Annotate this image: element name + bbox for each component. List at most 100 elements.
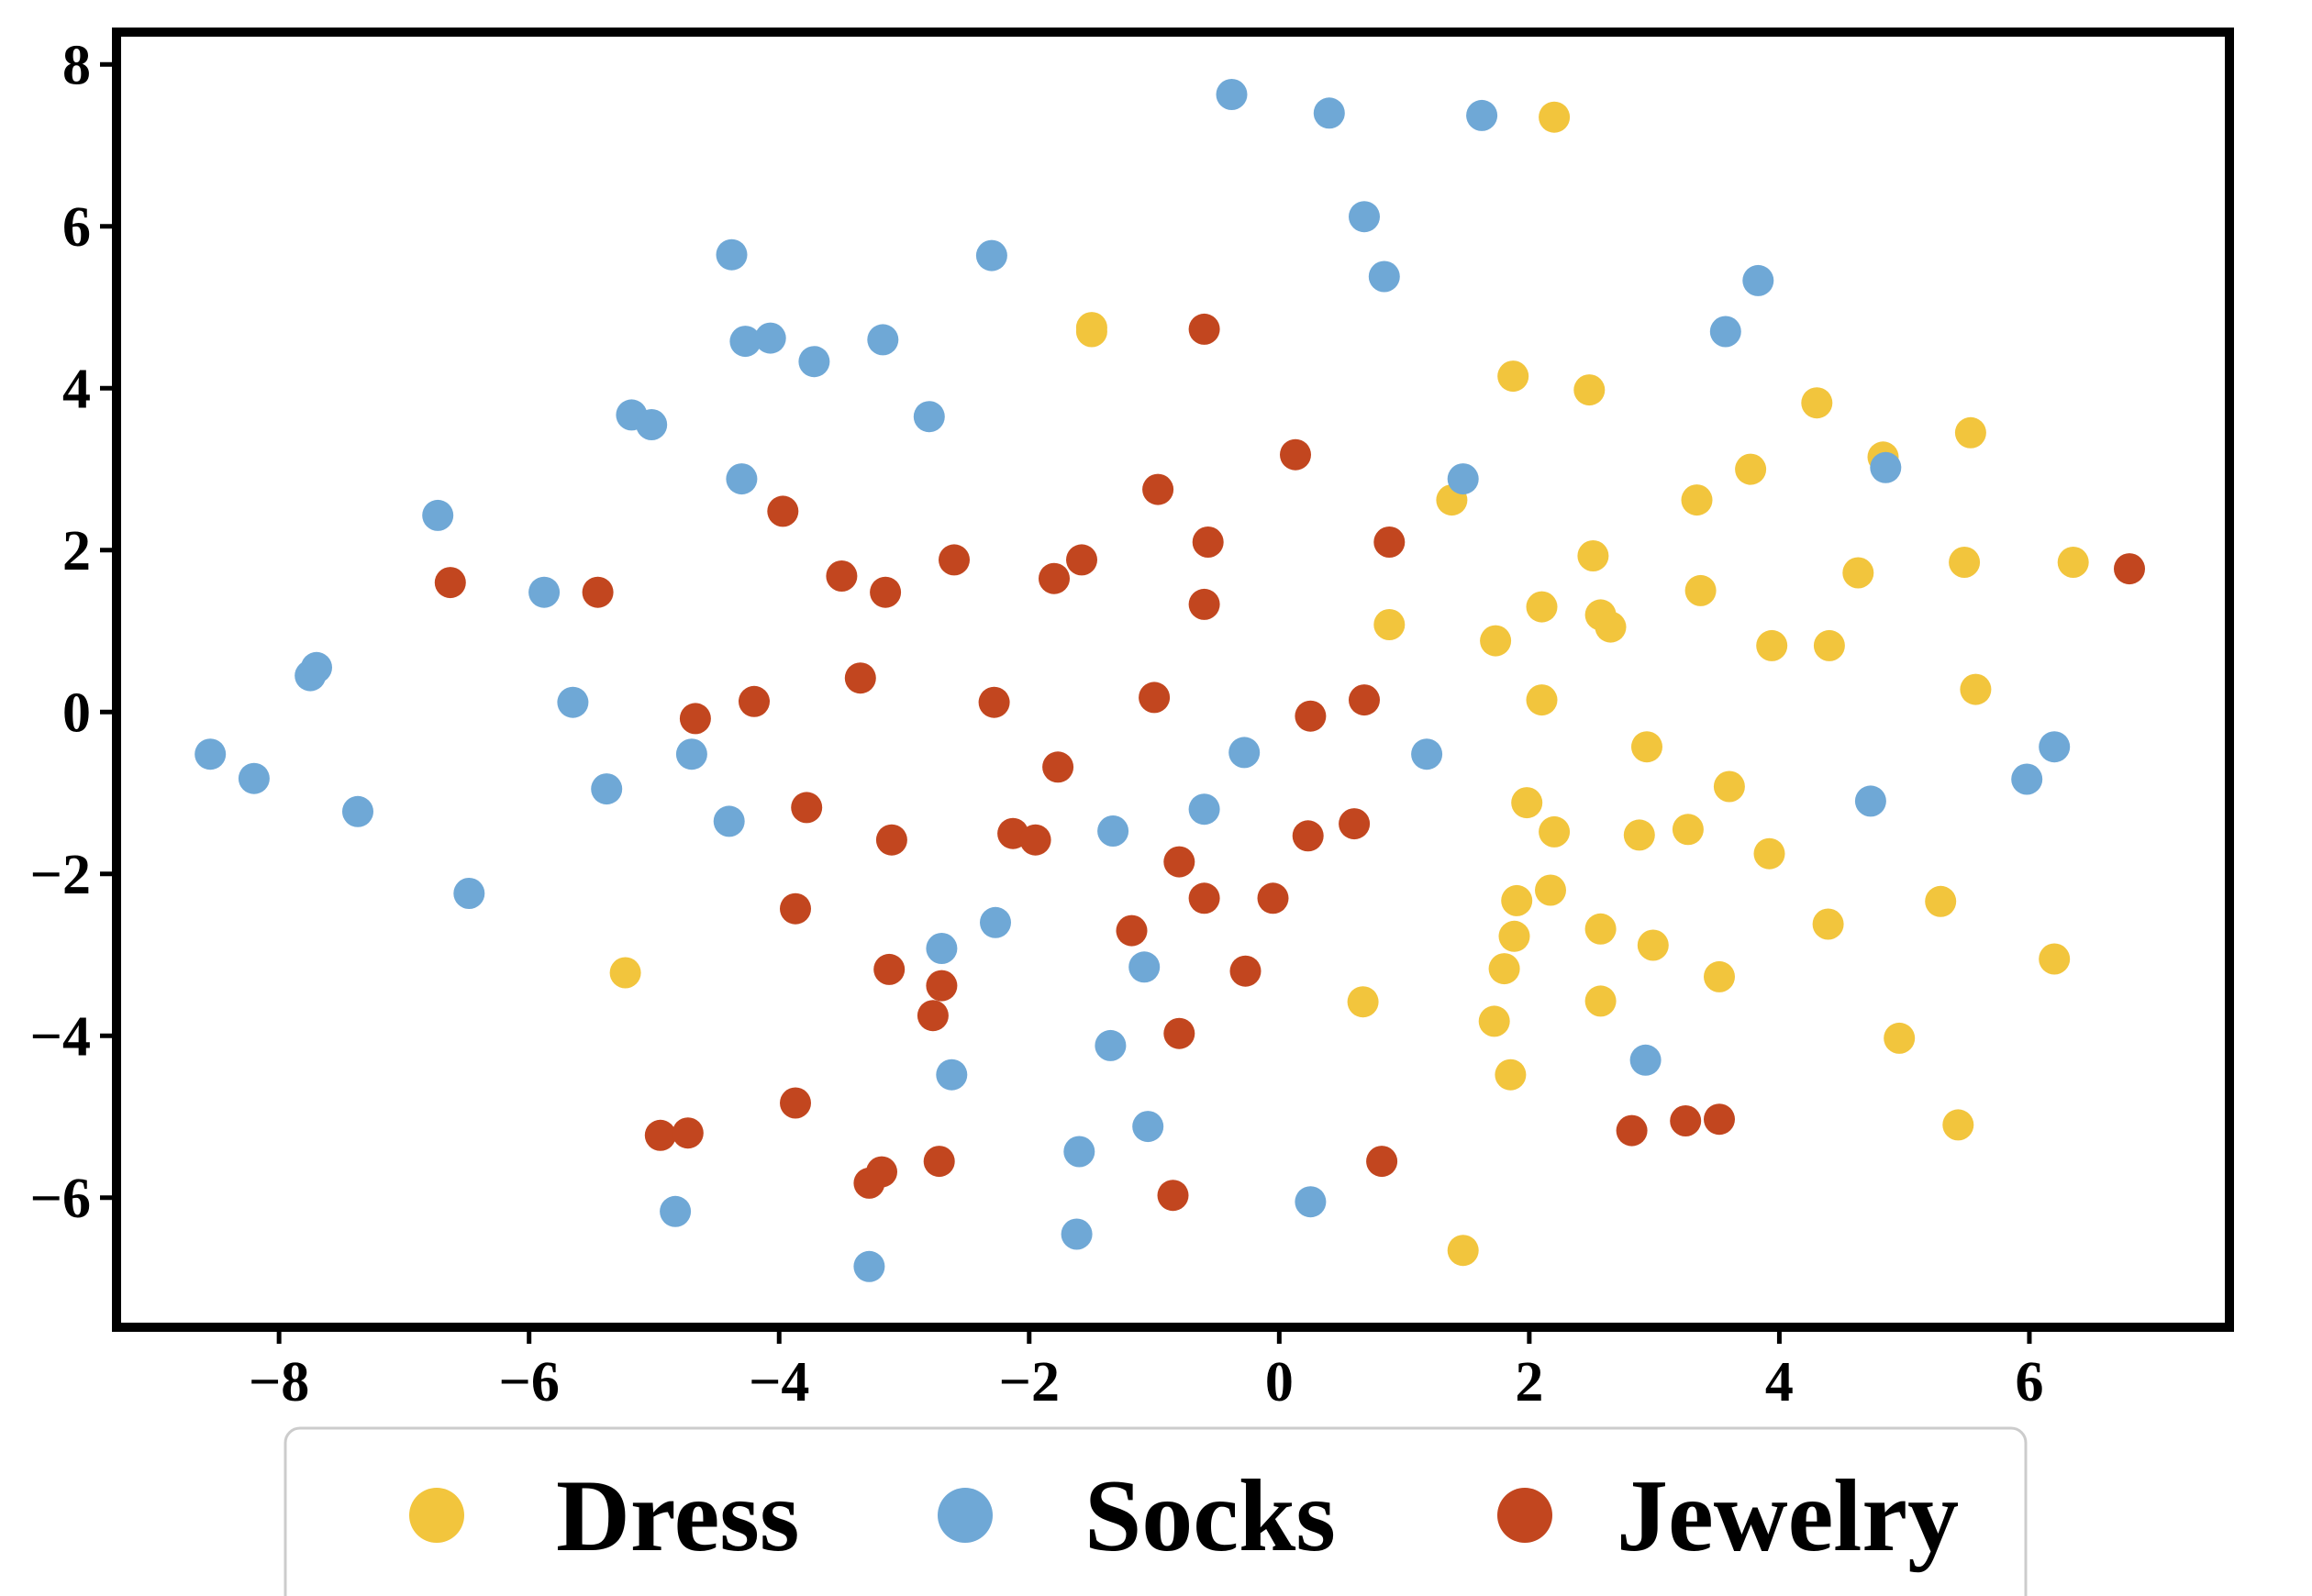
data-point-jewelry <box>1157 1180 1189 1212</box>
data-point-jewelry <box>1019 824 1051 856</box>
legend-label-jewelry: Jewelry <box>1617 1459 1959 1573</box>
y-tick-label: 8 <box>62 34 91 96</box>
data-point-jewelry <box>875 824 907 856</box>
data-point-socks <box>2011 763 2043 795</box>
data-point-socks <box>591 773 623 805</box>
y-tick-label: 4 <box>62 358 91 420</box>
data-point-jewelry <box>978 686 1010 718</box>
data-point-jewelry <box>1295 700 1327 732</box>
y-axis: −6 −4 −2 0 2 4 6 8 <box>30 34 117 1230</box>
x-tick-label: 4 <box>1765 1351 1794 1413</box>
data-point-socks <box>754 322 786 354</box>
data-point-jewelry <box>1616 1114 1648 1147</box>
data-point-socks <box>1295 1186 1327 1218</box>
data-point-dress <box>1756 629 1788 661</box>
data-point-dress <box>1501 884 1533 916</box>
data-point-socks <box>1447 463 1479 495</box>
data-point-jewelry <box>1042 751 1074 783</box>
data-point-jewelry <box>791 792 823 824</box>
data-point-socks <box>713 805 745 837</box>
data-point-dress <box>1511 787 1543 819</box>
data-point-socks <box>1629 1044 1662 1076</box>
data-point-socks <box>1870 451 1902 483</box>
data-point-socks <box>1466 99 1498 131</box>
data-point-jewelry <box>1366 1146 1398 1178</box>
data-point-dress <box>1488 953 1520 985</box>
x-tick-label: 6 <box>2015 1351 2043 1413</box>
x-tick-label: 0 <box>1265 1351 1294 1413</box>
data-point-socks <box>1216 79 1248 110</box>
y-tick-label: −4 <box>30 1005 91 1068</box>
points-layer <box>195 79 2145 1282</box>
data-point-jewelry <box>873 953 906 985</box>
data-point-jewelry <box>1704 1103 1735 1136</box>
data-point-dress <box>1584 985 1617 1017</box>
data-point-jewelry <box>1142 473 1174 505</box>
data-point-dress <box>1478 1005 1510 1037</box>
data-point-jewelry <box>926 970 958 1002</box>
legend: Dress Socks Jewelry <box>283 1426 2028 1596</box>
x-tick-label: −4 <box>749 1351 809 1413</box>
data-point-jewelry <box>1339 808 1371 840</box>
data-point-dress <box>1495 1058 1527 1091</box>
data-point-dress <box>1681 484 1713 516</box>
data-point-dress <box>1753 837 1785 870</box>
data-point-jewelry <box>844 662 876 694</box>
x-tick-label: 2 <box>1515 1351 1543 1413</box>
legend-marker-dress <box>409 1488 464 1543</box>
data-point-socks <box>1742 264 1774 296</box>
data-point-dress <box>1672 814 1704 846</box>
y-tick-label: −6 <box>30 1168 91 1230</box>
data-point-jewelry <box>826 560 858 592</box>
x-axis: −8 −6 −4 −2 0 2 4 6 <box>249 1327 2043 1413</box>
data-point-socks <box>975 239 1007 272</box>
data-point-jewelry <box>1280 438 1311 471</box>
data-point-socks <box>557 686 589 718</box>
data-point-jewelry <box>939 544 970 576</box>
data-point-dress <box>1526 684 1558 716</box>
legend-label-socks: Socks <box>1084 1459 1336 1573</box>
data-point-jewelry <box>1188 882 1220 914</box>
data-point-dress <box>1842 557 1874 589</box>
data-point-dress <box>1801 387 1833 419</box>
data-point-jewelry <box>434 567 466 599</box>
data-point-dress <box>1623 819 1655 851</box>
data-point-socks <box>1061 1218 1093 1250</box>
data-point-socks <box>936 1058 968 1091</box>
data-point-dress <box>1960 673 1992 705</box>
data-point-jewelry <box>1292 820 1324 852</box>
x-tick-label: −2 <box>999 1351 1060 1413</box>
plot-frame <box>112 28 2234 1332</box>
data-point-jewelry <box>917 1000 949 1032</box>
data-point-dress <box>609 957 641 989</box>
data-point-jewelry <box>1116 914 1148 947</box>
data-point-jewelry <box>739 685 770 717</box>
data-point-socks <box>1349 201 1380 233</box>
data-point-dress <box>1535 874 1566 906</box>
data-point-dress <box>1812 908 1844 940</box>
data-point-jewelry <box>644 1119 676 1151</box>
data-point-socks <box>342 795 373 827</box>
data-point-dress <box>1584 913 1617 945</box>
data-point-socks <box>867 324 899 356</box>
legend-marker-jewelry <box>1497 1488 1552 1543</box>
data-point-jewelry <box>1349 684 1380 716</box>
data-point-socks <box>1313 97 1345 129</box>
data-point-socks <box>528 576 561 608</box>
data-point-dress <box>1949 547 1981 578</box>
data-point-dress <box>1577 540 1609 571</box>
data-point-socks <box>1368 260 1400 293</box>
legend-marker-socks <box>938 1488 993 1543</box>
data-point-jewelry <box>1188 313 1220 345</box>
data-point-jewelry <box>672 1117 704 1149</box>
data-point-dress <box>1539 815 1571 848</box>
data-point-socks <box>1228 737 1261 769</box>
data-point-dress <box>2039 943 2071 975</box>
data-point-jewelry <box>767 495 799 527</box>
data-point-socks <box>1854 785 1886 817</box>
data-point-jewelry <box>1188 588 1220 620</box>
data-point-dress <box>1942 1109 1974 1141</box>
data-point-jewelry <box>1192 526 1224 558</box>
data-point-socks <box>1063 1136 1095 1168</box>
data-point-dress <box>1813 629 1845 661</box>
